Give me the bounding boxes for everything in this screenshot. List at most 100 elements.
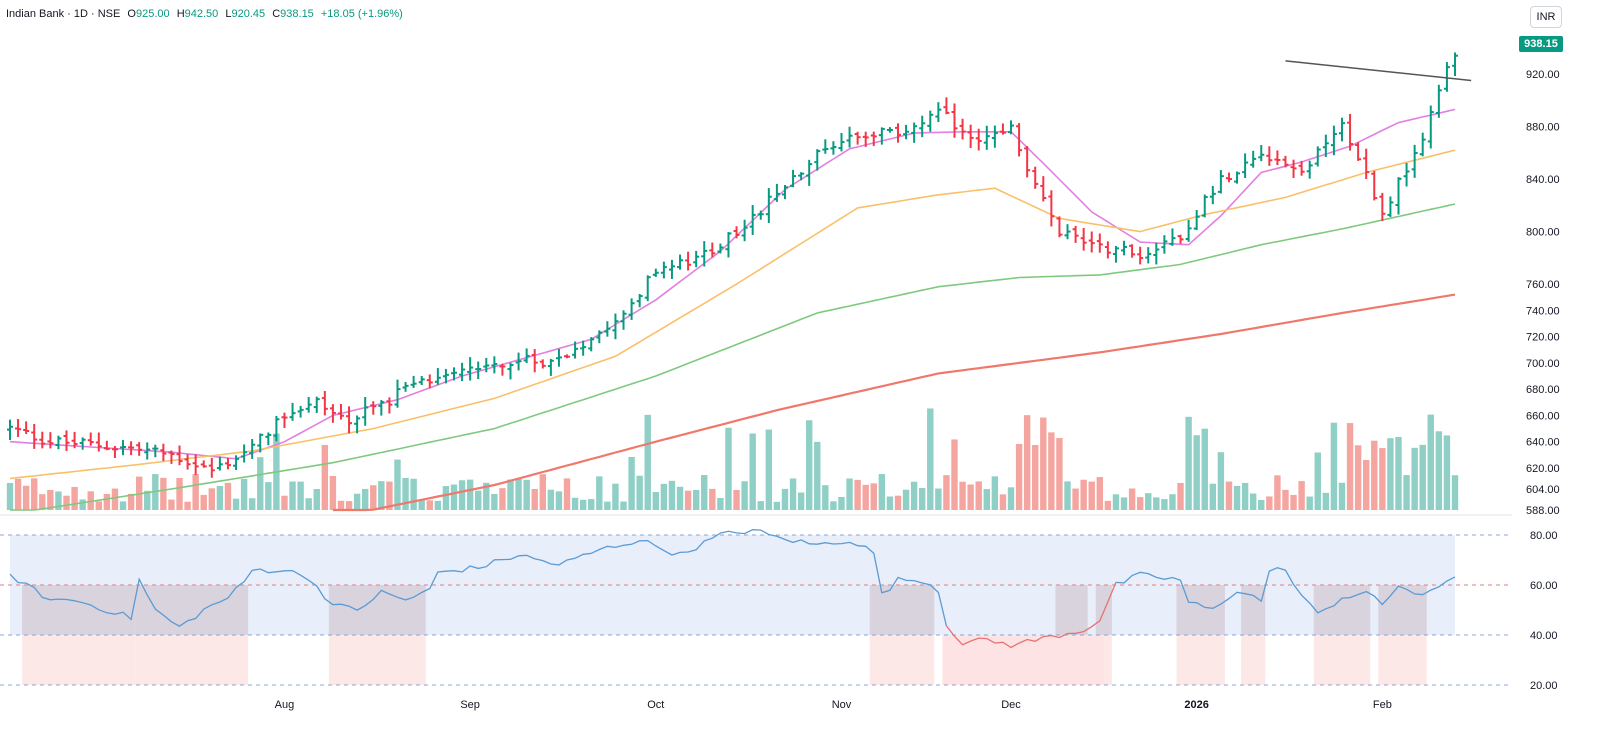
ohlc-bar bbox=[531, 349, 538, 373]
ohlc-bar bbox=[1298, 160, 1305, 176]
ohlc-bar bbox=[370, 401, 377, 415]
volume-bar bbox=[1040, 417, 1047, 510]
volume-bar bbox=[386, 481, 393, 510]
price-tick-label: 620.00 bbox=[1526, 463, 1560, 475]
rsi-tick-label: 20.00 bbox=[1530, 680, 1558, 692]
volume-bar bbox=[612, 483, 619, 510]
ohlc-bar bbox=[192, 454, 199, 476]
ohlc-bar bbox=[677, 254, 684, 270]
volume-bar bbox=[1193, 435, 1200, 510]
ohlc-bar bbox=[459, 362, 466, 382]
rsi-shade-zone bbox=[135, 585, 249, 635]
volume-bar bbox=[1266, 496, 1273, 510]
volume-bar bbox=[426, 500, 433, 510]
volume-bar bbox=[95, 501, 102, 510]
volume-bar bbox=[676, 486, 684, 510]
rsi-panel bbox=[9, 529, 1456, 649]
volume-bar bbox=[402, 477, 409, 510]
volume-bar bbox=[951, 439, 958, 510]
ohlc-bar bbox=[1177, 234, 1184, 244]
volume-bar bbox=[232, 498, 240, 510]
ohlc-bar bbox=[321, 390, 328, 416]
ohlc-bar bbox=[426, 374, 433, 389]
volume-bar bbox=[499, 488, 506, 510]
ma-line-ma200 bbox=[332, 293, 1456, 512]
volume-bar bbox=[410, 478, 417, 510]
ohlc-bar bbox=[434, 368, 441, 385]
volume-bar bbox=[1274, 475, 1281, 510]
volume-bar bbox=[709, 488, 716, 510]
volume-bar bbox=[353, 493, 361, 510]
ohlc-bar bbox=[701, 241, 708, 267]
price-tick-label: 588.00 bbox=[1526, 505, 1560, 517]
ohlc-bar bbox=[63, 430, 70, 451]
volume-bar bbox=[1007, 487, 1015, 510]
ohlc-bar bbox=[1290, 159, 1297, 178]
ohlc-bar bbox=[1024, 146, 1031, 178]
ohlc-bar bbox=[547, 358, 554, 376]
open-value: 925.00 bbox=[135, 8, 170, 20]
volume-bar bbox=[1217, 452, 1225, 510]
price-tick-label: 880.00 bbox=[1526, 122, 1560, 134]
ohlc-bar bbox=[959, 118, 966, 140]
ohlc-bar bbox=[991, 125, 998, 148]
ohlc-bar bbox=[1411, 144, 1418, 178]
ohlc-bar bbox=[1096, 233, 1103, 253]
ohlc-bar bbox=[1452, 52, 1458, 77]
ohlc-bar bbox=[1032, 166, 1039, 189]
ohlc-bar bbox=[1088, 231, 1095, 253]
volume-bar bbox=[579, 499, 587, 510]
volume-bar bbox=[515, 478, 522, 510]
ohlc-bar bbox=[1064, 224, 1071, 240]
ohlc-bar bbox=[523, 348, 530, 363]
currency-button[interactable]: INR bbox=[1530, 6, 1562, 28]
ohlc-bar bbox=[935, 102, 942, 123]
volume-bar bbox=[1201, 428, 1208, 510]
ohlc-bar bbox=[47, 432, 54, 449]
volume-bar bbox=[991, 476, 999, 510]
ohlc-bar bbox=[1193, 209, 1200, 231]
symbol-title[interactable]: Indian Bank · 1D · NSE bbox=[6, 8, 121, 20]
ohlc-bar bbox=[1266, 146, 1273, 166]
volume-bar bbox=[555, 491, 563, 510]
volume-bar bbox=[1451, 475, 1459, 510]
volume-bar bbox=[1338, 482, 1346, 510]
volume-bar bbox=[886, 496, 894, 510]
ohlc-bar bbox=[152, 444, 159, 458]
volume-bar bbox=[1080, 479, 1087, 510]
ohlc-bar bbox=[620, 310, 627, 330]
trendline bbox=[1285, 60, 1472, 82]
ohlc-bar bbox=[1121, 240, 1128, 256]
volume-bar bbox=[434, 500, 442, 510]
close-value: 938.15 bbox=[280, 8, 314, 20]
ohlc-bar bbox=[1242, 153, 1249, 179]
ohlc-bar bbox=[1347, 113, 1354, 151]
rsi-shade-zone bbox=[869, 585, 903, 635]
price-tick-label: 604.00 bbox=[1526, 484, 1560, 496]
ohlc-bar bbox=[765, 188, 772, 224]
ohlc-bar bbox=[903, 124, 910, 140]
volume-bar bbox=[910, 481, 918, 510]
price-tick-label: 740.00 bbox=[1526, 305, 1560, 317]
ohlc-bar bbox=[475, 361, 482, 380]
rsi-low-zone bbox=[328, 635, 426, 685]
ohlc-bars bbox=[7, 52, 1458, 478]
ohlc-bar bbox=[1363, 148, 1370, 179]
price-tick-label: 700.00 bbox=[1526, 358, 1560, 370]
volume-bar bbox=[79, 499, 86, 510]
volume-bar bbox=[1322, 492, 1330, 510]
ohlc-bar bbox=[1145, 247, 1152, 264]
ohlc-bar bbox=[806, 159, 813, 186]
ohlc-bar bbox=[604, 321, 611, 337]
volume-bar bbox=[450, 484, 458, 510]
volume-bar bbox=[47, 489, 54, 510]
volume-bar bbox=[604, 501, 611, 510]
ohlc-bar bbox=[15, 419, 22, 437]
ohlc-bar bbox=[289, 402, 296, 421]
volume-bar bbox=[1145, 493, 1152, 510]
ohlc-bar bbox=[1306, 160, 1313, 179]
volume-bar bbox=[1072, 488, 1079, 510]
ohlc-bar bbox=[111, 445, 118, 458]
change-value: +18.05 (+1.96%) bbox=[320, 8, 403, 20]
